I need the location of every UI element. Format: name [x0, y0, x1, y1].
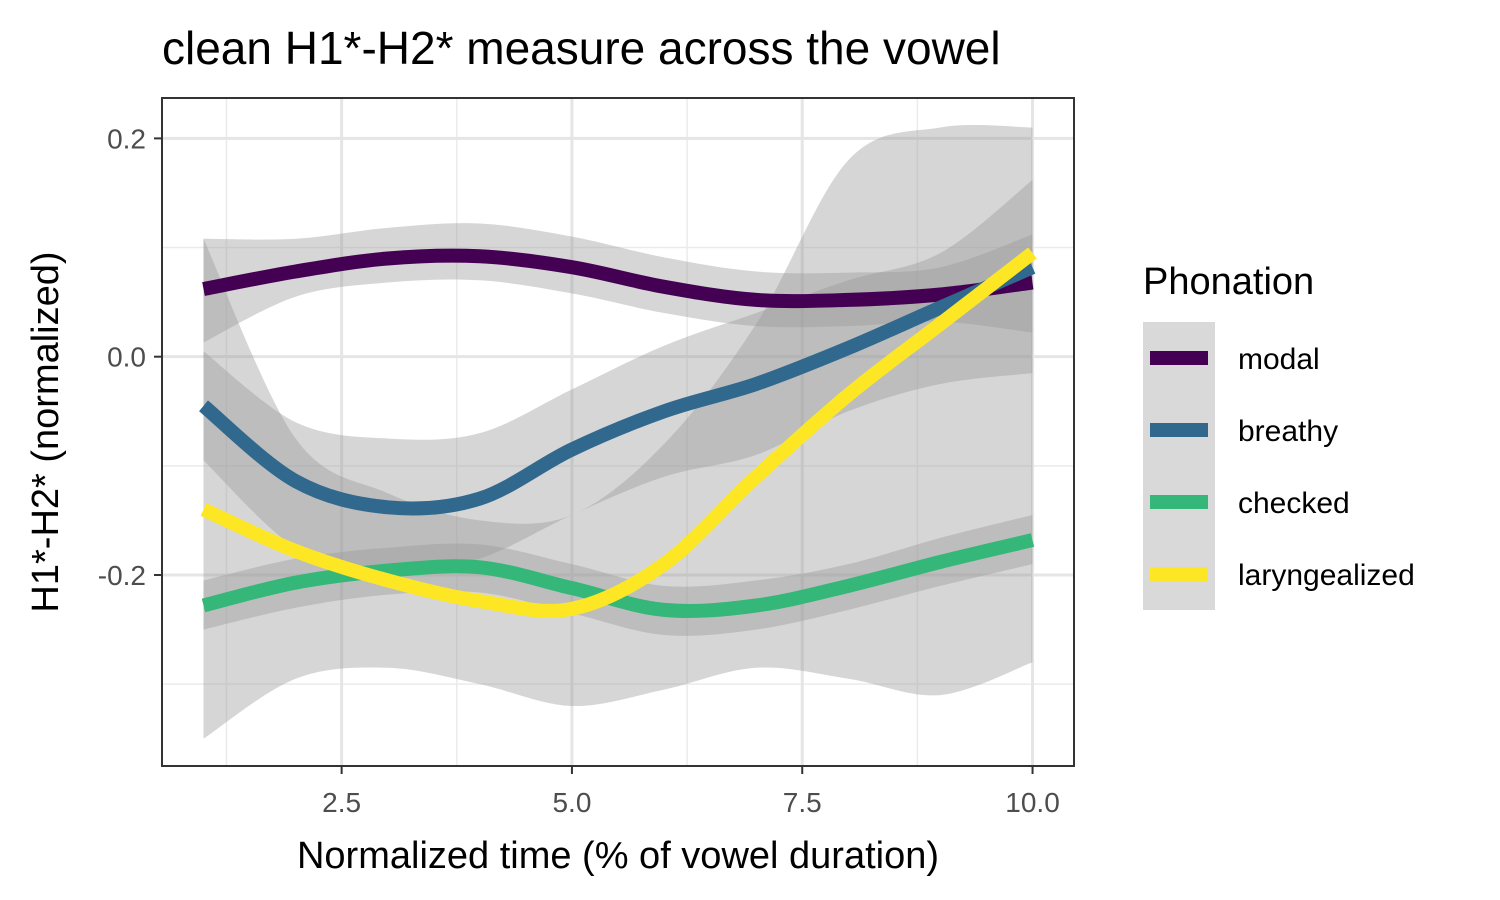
- x-tick-label: 7.5: [783, 787, 822, 818]
- y-tick-label: -0.2: [98, 560, 146, 591]
- x-axis: 2.5 5.0 7.5 10.0: [322, 766, 1060, 818]
- x-axis-title: Normalized time (% of vowel duration): [297, 835, 939, 877]
- y-axis-title: H1*-H2* (normalized): [25, 251, 67, 612]
- legend: Phonation modal breathy checked laryngealiz…: [1143, 261, 1415, 610]
- y-tick-label: 0.0: [107, 342, 146, 373]
- y-axis: -0.2 0.0 0.2: [98, 123, 162, 591]
- chart-title: clean H1*-H2* measure across the vowel: [162, 22, 1001, 74]
- confidence-band-checked: [203, 515, 1033, 636]
- plot-area: [161, 97, 1075, 767]
- series-line-laryngealized: [200, 247, 1037, 618]
- series-lines: [198, 247, 1037, 619]
- x-tick-label: 2.5: [322, 787, 361, 818]
- legend-label-laryngealized: laryngealized: [1238, 559, 1415, 592]
- series-line-modal: [202, 248, 1034, 309]
- legend-label-checked: checked: [1238, 487, 1350, 520]
- legend-label-modal: modal: [1238, 343, 1320, 376]
- legend-key-background: [1143, 322, 1215, 610]
- legend-items: modal breathy checked laryngealized: [1150, 343, 1415, 592]
- series-line-breathy: [198, 260, 1036, 516]
- y-tick-label: 0.2: [107, 123, 146, 154]
- confidence-band-breathy: [203, 179, 1033, 576]
- series-line-checked: [201, 533, 1035, 619]
- plot-border: [161, 97, 1075, 767]
- legend-label-breathy: breathy: [1238, 415, 1338, 448]
- x-tick-label: 5.0: [552, 787, 591, 818]
- legend-title: Phonation: [1143, 261, 1314, 303]
- x-tick-label: 10.0: [1005, 787, 1060, 818]
